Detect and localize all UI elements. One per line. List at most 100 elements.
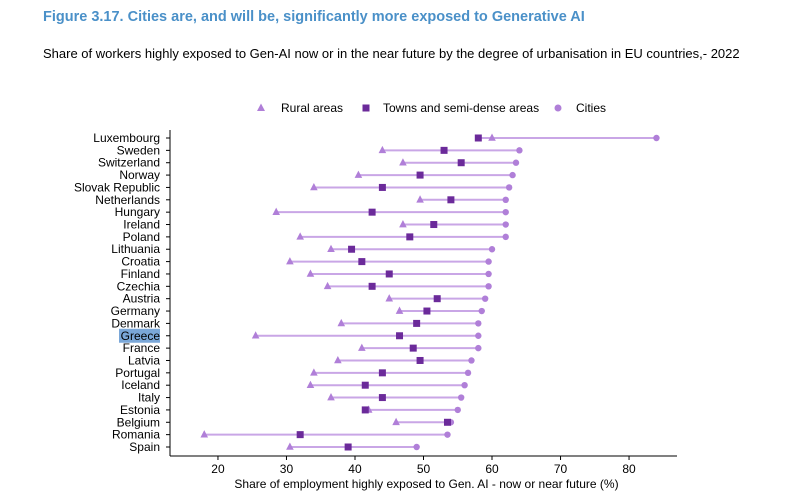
towns-point-ireland: [430, 221, 438, 229]
rural-point-ireland: [399, 220, 407, 228]
towns-point-romania: [296, 431, 304, 439]
category-label-ireland: Ireland: [123, 218, 160, 232]
rural-point-germany: [395, 306, 404, 314]
towns-point-poland: [406, 233, 414, 241]
rural-point-finland: [306, 269, 315, 277]
cities-point-luxembourg: [653, 134, 660, 142]
towns-point-estonia: [361, 406, 369, 414]
category-label-portugal: Portugal: [115, 366, 160, 380]
towns-point-denmark: [413, 319, 421, 327]
cities-point-greece: [475, 332, 482, 339]
cities-point-denmark: [475, 320, 482, 327]
category-label-sweden: Sweden: [117, 143, 160, 157]
rural-point-austria: [385, 294, 394, 302]
rural-point-denmark: [337, 318, 346, 327]
category-label-netherlands: Netherlands: [95, 193, 160, 207]
rural-point-iceland: [306, 380, 315, 388]
category-label-hungary: Hungary: [115, 205, 160, 219]
figure-subtitle: Share of workers highly exposed to Gen-A…: [43, 46, 740, 61]
x-axis-title: Share of employment highly exposed to Ge…: [234, 477, 618, 491]
x-tick-label-50: 50: [417, 462, 431, 476]
cities-point-sweden: [516, 147, 523, 154]
rural-point-hungary: [272, 207, 280, 215]
towns-point-luxembourg: [474, 134, 482, 142]
rural-point-france: [358, 343, 366, 351]
legend-label-towns: Towns and semi-dense areas: [383, 101, 539, 115]
legend-marker-towns: [362, 104, 370, 112]
towns-point-slovak-republic: [378, 183, 386, 191]
cities-point-hungary: [502, 208, 509, 216]
rural-point-lithuania: [327, 244, 335, 253]
cities-point-italy: [457, 394, 465, 401]
cities-point-latvia: [468, 357, 475, 364]
rural-point-portugal: [310, 368, 318, 376]
towns-point-hungary: [368, 208, 376, 216]
towns-point-italy: [378, 394, 386, 402]
rural-point-czechia: [323, 281, 332, 290]
highlight-greece: [119, 328, 160, 343]
rural-point-luxembourg: [488, 133, 496, 141]
towns-point-austria: [433, 295, 441, 303]
rural-point-romania: [200, 430, 209, 438]
towns-point-portugal: [378, 369, 386, 377]
towns-point-france: [409, 344, 417, 352]
towns-point-lithuania: [348, 245, 356, 253]
rural-point-netherlands: [416, 195, 424, 203]
cities-point-croatia: [485, 258, 492, 265]
cities-point-poland: [502, 233, 509, 241]
rural-point-italy: [327, 393, 335, 401]
towns-point-sweden: [440, 146, 448, 154]
category-label-greece: Greece: [121, 329, 161, 343]
legend-label-cities: Cities: [576, 101, 606, 115]
category-label-austria: Austria: [123, 292, 161, 306]
towns-point-latvia: [416, 356, 424, 364]
towns-point-germany: [423, 307, 431, 315]
cities-point-austria: [481, 295, 489, 302]
x-tick-label-60: 60: [485, 462, 499, 476]
towns-point-finland: [385, 270, 393, 278]
category-label-belgium: Belgium: [117, 415, 160, 429]
towns-point-spain: [344, 443, 352, 451]
category-label-lithuania: Lithuania: [111, 242, 160, 256]
category-label-denmark: Denmark: [111, 316, 161, 330]
rural-point-switzerland: [399, 158, 407, 166]
figure-title: Figure 3.17. Cities are, and will be, si…: [43, 9, 585, 25]
rural-point-spain: [286, 442, 294, 450]
cities-point-estonia: [454, 406, 461, 414]
cities-point-switzerland: [512, 159, 520, 166]
category-label-norway: Norway: [119, 168, 160, 182]
rural-point-norway: [354, 170, 363, 178]
cities-point-germany: [478, 307, 485, 315]
rural-point-belgium: [392, 417, 400, 426]
category-label-spain: Spain: [129, 440, 160, 454]
legend-marker-rural: [257, 103, 265, 111]
cities-point-iceland: [461, 382, 468, 389]
category-label-czechia: Czechia: [117, 279, 161, 293]
towns-point-netherlands: [447, 196, 455, 204]
legend-marker-cities: [554, 104, 562, 112]
cities-point-france: [475, 344, 482, 352]
rural-point-greece: [251, 331, 260, 339]
cities-point-netherlands: [502, 196, 509, 203]
cities-point-lithuania: [488, 246, 496, 253]
rural-point-poland: [296, 232, 304, 240]
category-label-iceland: Iceland: [121, 378, 160, 392]
rural-point-slovak-republic: [310, 182, 318, 191]
category-label-italy: Italy: [138, 391, 160, 405]
x-tick-label-80: 80: [622, 462, 636, 476]
x-tick-label-20: 20: [211, 462, 225, 476]
rural-point-latvia: [334, 355, 342, 364]
cities-point-czechia: [485, 283, 492, 290]
category-label-germany: Germany: [111, 304, 160, 318]
category-label-luxembourg: Luxembourg: [93, 131, 160, 145]
cities-point-portugal: [464, 369, 472, 377]
towns-point-belgium: [443, 418, 451, 426]
category-label-france: France: [123, 341, 161, 355]
rural-point-sweden: [378, 145, 387, 154]
x-tick-label-70: 70: [554, 462, 568, 476]
cities-point-spain: [413, 443, 420, 451]
x-tick-label-30: 30: [280, 462, 294, 476]
x-tick-label-40: 40: [348, 462, 362, 476]
category-label-estonia: Estonia: [120, 403, 160, 417]
